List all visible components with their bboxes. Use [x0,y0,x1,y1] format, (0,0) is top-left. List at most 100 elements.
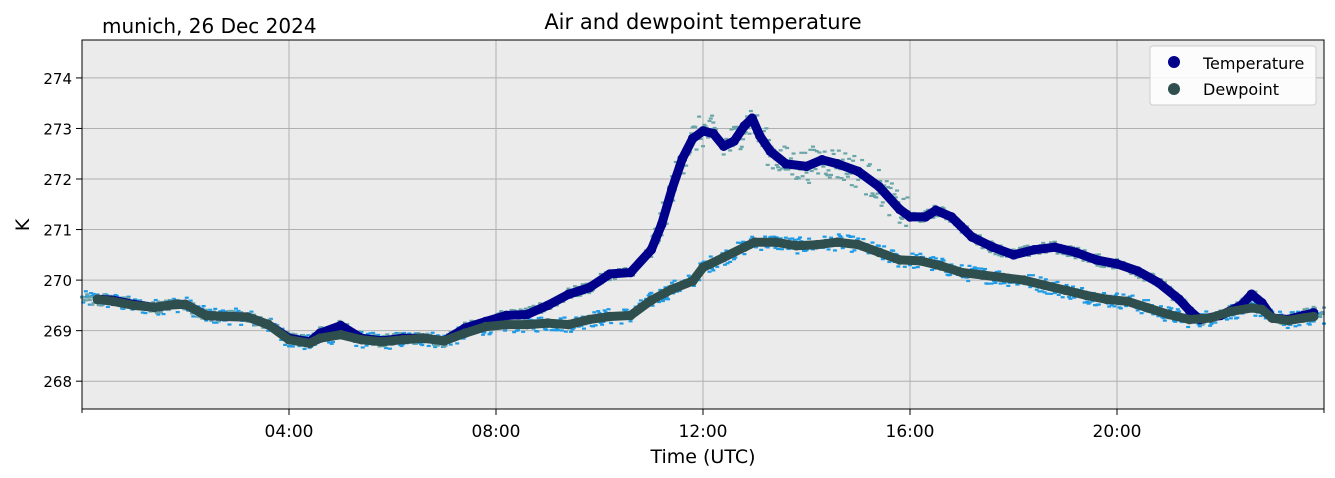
data-point-dewpoint [1019,275,1029,285]
data-point-temperature [584,282,594,293]
data-point-temperature [747,113,757,124]
data-point-dewpoint [1282,315,1293,326]
data-point-dewpoint [263,319,274,330]
data-point-dewpoint [501,319,512,330]
x-tick-label: 12:00 [679,422,728,442]
data-point-dewpoint [108,296,118,307]
y-tick-label: 270 [43,272,72,290]
data-point-temperature [1184,305,1195,316]
data-point-dewpoint [1226,306,1236,317]
data-point-dewpoint [998,272,1008,283]
data-point-dewpoint [832,237,843,247]
data-point-dewpoint [315,333,325,344]
data-point-dewpoint [439,335,450,346]
y-tick-label: 274 [43,70,72,88]
data-point-dewpoint [242,312,253,322]
data-point-temperature [1153,277,1164,288]
data-point-dewpoint [1205,313,1215,323]
y-tick-label: 268 [43,373,72,391]
data-point-temperature [894,204,905,215]
data-point-temperature [667,184,677,194]
data-point-dewpoint [625,310,636,321]
data-point-dewpoint [377,336,387,347]
data-point-dewpoint [791,240,801,251]
data-point-temperature [646,244,657,255]
data-point-temperature [967,232,977,242]
data-point-dewpoint [1257,304,1267,315]
data-point-temperature [817,154,827,165]
data-point-dewpoint [92,294,103,305]
x-tick-label: 04:00 [265,422,314,442]
data-point-dewpoint [915,256,926,266]
data-point-temperature [1070,247,1081,258]
data-point-temperature [729,136,739,146]
data-point-dewpoint [128,300,139,311]
data-point-dewpoint [149,302,160,313]
data-point-dewpoint [284,334,294,345]
data-point-dewpoint [1267,313,1278,323]
data-point-temperature [988,242,998,253]
data-point-dewpoint [1143,303,1153,313]
data-point-dewpoint [1163,309,1174,320]
data-point-dewpoint [1101,294,1112,305]
legend-box [1149,45,1317,106]
data-point-dewpoint [304,338,315,349]
data-point-temperature [739,121,750,131]
data-point-temperature [1008,250,1019,260]
data-point-dewpoint [667,284,677,295]
data-point-dewpoint [718,252,729,263]
data-point-dewpoint [1122,296,1133,307]
data-point-temperature [755,131,765,141]
data-point-dewpoint [222,311,232,322]
chart-title: Air and dewpoint temperature [544,10,861,34]
x-tick-label: 08:00 [472,422,521,442]
data-point-dewpoint [1081,290,1091,301]
legend-marker-temperature [1168,56,1180,68]
data-point-temperature [765,146,776,157]
data-point-temperature [625,267,636,278]
data-point-temperature [708,128,719,139]
data-point-dewpoint [542,318,553,328]
legend-label-temperature: Temperature [1202,54,1304,73]
data-point-dewpoint [646,295,657,306]
data-point-temperature [1029,244,1039,255]
data-point-temperature [905,212,915,222]
data-point-temperature [605,269,615,279]
data-point-dewpoint [770,237,781,247]
data-point-dewpoint [563,319,574,330]
legend-label-dewpoint: Dewpoint [1203,80,1279,99]
data-point-dewpoint [874,247,884,258]
legend: Temperature Dewpoint [1149,45,1317,106]
data-point-dewpoint [1298,313,1309,323]
data-point-temperature [656,219,667,230]
data-point-temperature [1246,289,1257,300]
data-point-dewpoint [894,255,905,265]
data-point-temperature [718,141,729,151]
data-point-temperature [931,205,941,216]
data-point-temperature [801,161,812,172]
data-point-dewpoint [1039,280,1050,290]
x-tick-label: 20:00 [1093,422,1142,442]
data-point-temperature [698,126,708,136]
data-point-temperature [1112,259,1122,269]
data-point-temperature [335,320,346,331]
data-point-temperature [1174,294,1184,305]
data-point-dewpoint [1060,285,1071,296]
data-point-dewpoint [605,311,615,322]
data-point-temperature [501,310,512,321]
data-point-dewpoint [170,299,180,310]
data-point-dewpoint [398,334,408,345]
data-point-dewpoint [201,310,211,321]
data-point-temperature [853,166,864,177]
data-point-dewpoint [853,239,864,250]
data-point-temperature [946,212,957,222]
data-point-temperature [781,159,791,169]
data-point-dewpoint [739,242,750,253]
data-point-dewpoint [1246,303,1257,313]
data-point-dewpoint [1184,314,1195,325]
data-point-dewpoint [936,261,946,271]
data-point-dewpoint [956,267,967,278]
y-tick-label: 269 [43,323,72,341]
